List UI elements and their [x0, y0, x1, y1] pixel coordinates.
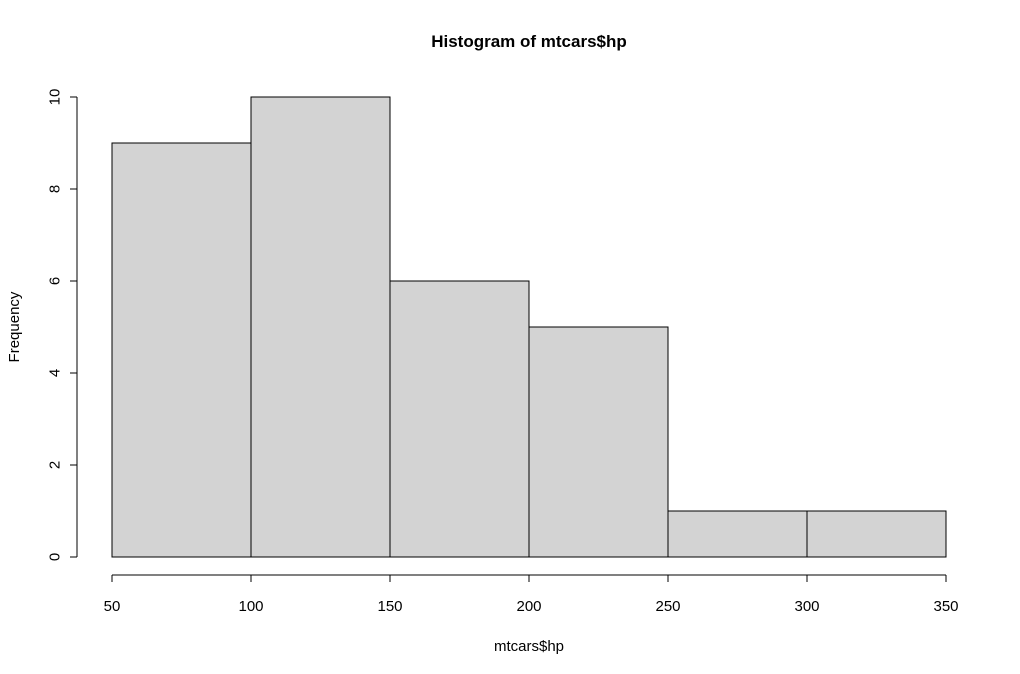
histogram-bar	[806, 510, 947, 558]
y-tick-label: 4	[47, 369, 64, 377]
histogram-bar	[250, 96, 391, 558]
bars-group	[111, 96, 947, 558]
x-axis-label: mtcars$hp	[494, 638, 564, 655]
x-tick-label: 150	[377, 598, 402, 615]
x-tick-label: 350	[933, 598, 958, 615]
y-axis: 0 2 4 6 8 10	[47, 89, 78, 561]
y-tick-label: 10	[47, 89, 64, 106]
x-axis: 50 100 150 200 250 300 350	[104, 574, 959, 615]
histogram-bar	[528, 326, 669, 558]
x-tick-label: 100	[238, 598, 263, 615]
y-axis-label: Frequency	[6, 291, 23, 362]
histogram-bar	[667, 510, 808, 558]
x-tick-label: 300	[794, 598, 819, 615]
x-tick-label: 250	[655, 598, 680, 615]
chart-title: Histogram of mtcars$hp	[431, 32, 627, 51]
histogram-bar	[389, 280, 530, 558]
y-tick-label: 8	[47, 185, 64, 193]
x-tick-label: 200	[516, 598, 541, 615]
y-tick-label: 2	[47, 461, 64, 469]
histogram-bar	[111, 142, 252, 558]
x-tick-label: 50	[104, 598, 121, 615]
y-tick-label: 0	[47, 553, 64, 561]
y-tick-label: 6	[47, 277, 64, 285]
